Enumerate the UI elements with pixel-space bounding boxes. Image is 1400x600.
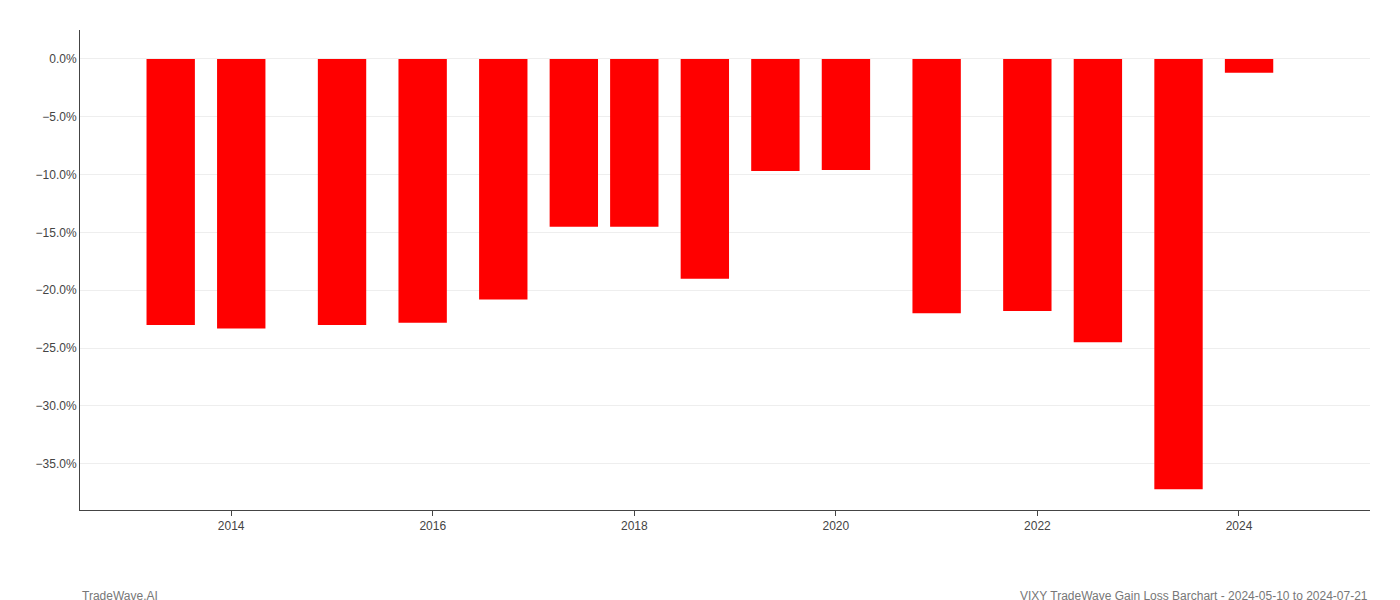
svg-text:2024: 2024 <box>1226 519 1253 533</box>
svg-text:−35.0%: −35.0% <box>36 457 77 471</box>
svg-text:−5.0%: −5.0% <box>42 110 77 124</box>
svg-text:TradeWave.AI: TradeWave.AI <box>82 589 158 600</box>
svg-text:2016: 2016 <box>419 519 446 533</box>
svg-text:2014: 2014 <box>218 519 245 533</box>
svg-text:2018: 2018 <box>621 519 648 533</box>
svg-text:2020: 2020 <box>823 519 850 533</box>
svg-text:−25.0%: −25.0% <box>36 341 77 355</box>
svg-text:0.0%: 0.0% <box>49 52 77 66</box>
svg-text:−15.0%: −15.0% <box>36 226 77 240</box>
svg-text:−30.0%: −30.0% <box>36 399 77 413</box>
svg-text:−10.0%: −10.0% <box>36 168 77 182</box>
svg-text:VIXY TradeWave Gain Loss Barch: VIXY TradeWave Gain Loss Barchart - 2024… <box>1020 589 1368 600</box>
svg-text:2022: 2022 <box>1024 519 1051 533</box>
svg-text:−20.0%: −20.0% <box>36 283 77 297</box>
